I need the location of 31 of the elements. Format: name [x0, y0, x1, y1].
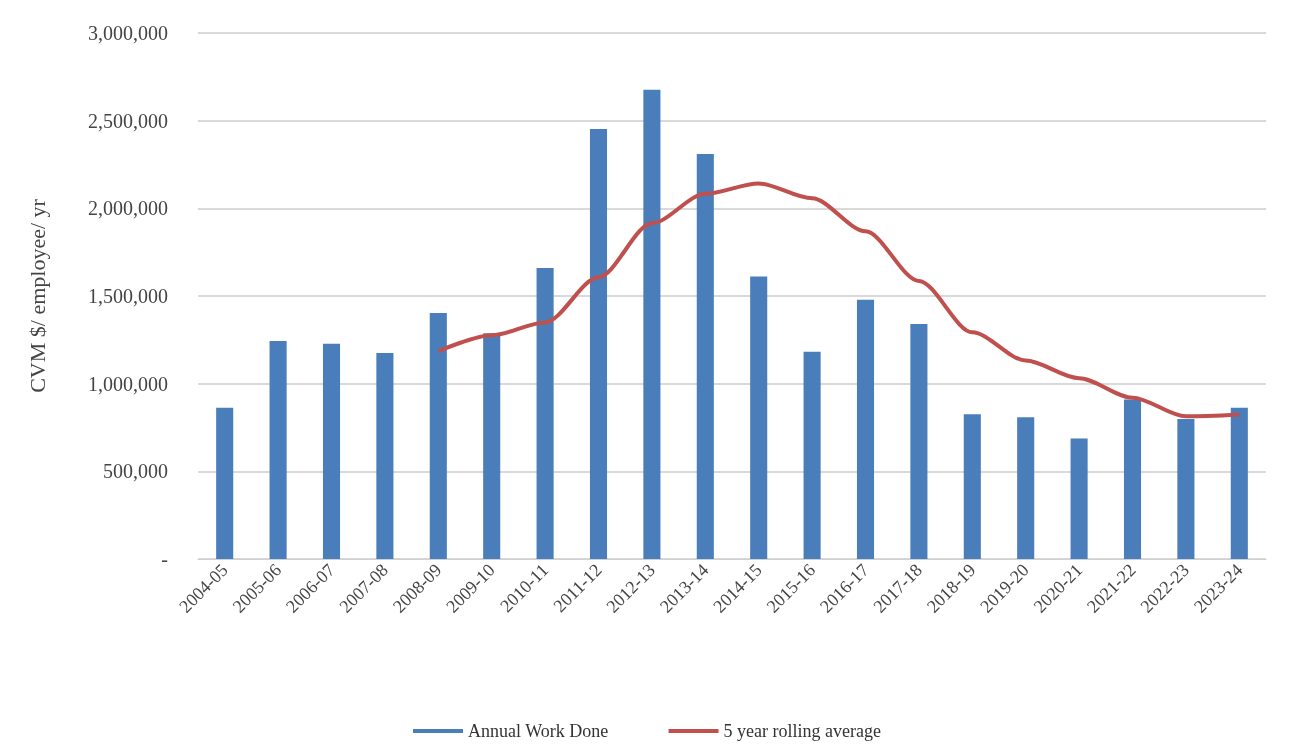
bar — [216, 407, 234, 559]
line-series — [436, 181, 1242, 419]
y-tick-label: 2,500,000 — [88, 109, 168, 132]
bar — [322, 343, 341, 559]
y-tick-label: 500,000 — [103, 460, 168, 483]
bar — [589, 129, 608, 559]
bar — [696, 153, 714, 559]
bar — [483, 333, 501, 559]
bar — [429, 313, 447, 559]
bar — [643, 89, 661, 559]
bar — [750, 276, 768, 559]
bar — [1123, 399, 1142, 559]
bar — [1070, 438, 1088, 559]
bar — [1017, 417, 1035, 559]
bar — [269, 340, 287, 559]
y-tick-label: - — [161, 548, 168, 570]
y-tick-label: 3,000,000 — [88, 22, 168, 44]
bar — [376, 352, 394, 559]
bar — [536, 268, 554, 559]
y-tick-label: 1,000,000 — [88, 372, 168, 395]
bar — [963, 414, 981, 559]
bar — [910, 324, 928, 559]
y-tick-label: 2,000,000 — [88, 197, 168, 220]
y-tick-label: 1,500,000 — [88, 285, 168, 307]
legend-label: 5 year rolling average — [723, 721, 881, 741]
legend-label: Annual Work Done — [468, 721, 609, 741]
bar — [803, 351, 821, 559]
bar — [856, 299, 875, 559]
y-axis-title: CVM $/ employee/ yr — [24, 198, 50, 393]
bar — [1177, 419, 1195, 559]
bar — [1230, 407, 1248, 559]
